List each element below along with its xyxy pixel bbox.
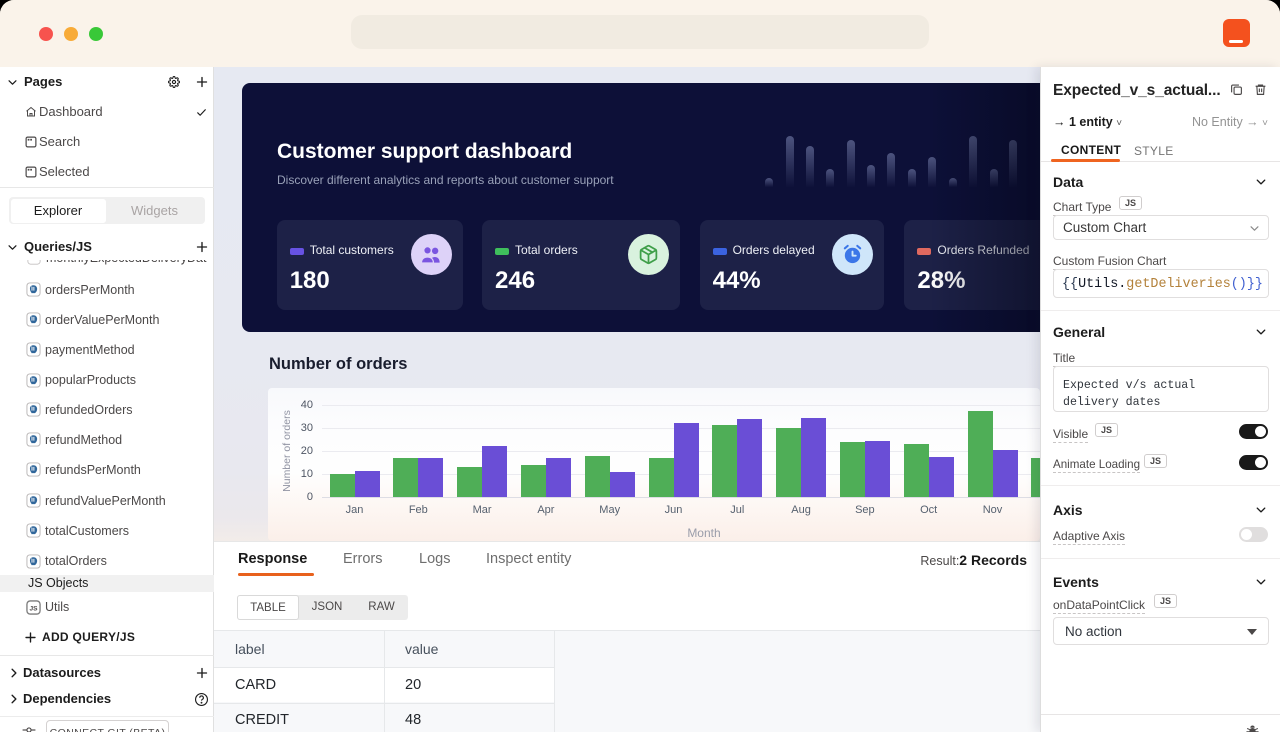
svg-text:JS: JS bbox=[29, 605, 38, 612]
